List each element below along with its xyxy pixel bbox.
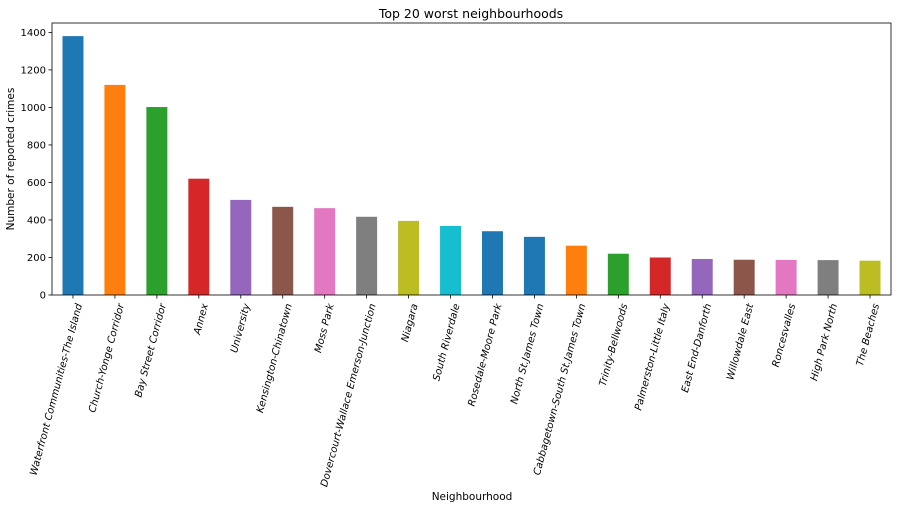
x-tick-label: Roncesvalles	[771, 303, 799, 369]
y-tick-label: 1400	[21, 28, 46, 39]
x-tick-label: Bay Street Corridor	[133, 302, 169, 399]
x-tick-label: North St.James Town	[509, 303, 546, 406]
x-tick-label: Church-Yonge Corridor	[87, 302, 127, 414]
y-tick-label: 200	[27, 253, 46, 264]
y-axis-label: Number of reported crimes	[5, 88, 17, 231]
y-tick-label: 1000	[21, 103, 46, 114]
x-tick-label: Trinity-Bellwoods	[598, 303, 631, 388]
chart-title: Top 20 worst neighbourhoods	[378, 6, 563, 21]
bar	[523, 236, 545, 295]
x-tick-label: Rosedale-Moore Park	[467, 301, 505, 407]
bar	[314, 208, 336, 295]
x-tick-label: High Park North	[809, 303, 840, 383]
x-tick-label: South Riverdale	[431, 303, 462, 383]
bar	[607, 253, 629, 295]
x-axis-label: Neighbourhood	[432, 491, 513, 503]
x-tick-label: Palmerston-Little Italy	[633, 302, 672, 412]
x-tick-label: Kensington-Chinatown	[255, 303, 295, 414]
x-tick-label: University	[229, 302, 253, 355]
bar	[356, 216, 378, 295]
y-tick-label: 400	[27, 215, 46, 226]
bar	[691, 258, 713, 295]
bar	[146, 107, 168, 295]
bar	[817, 260, 839, 295]
bar	[188, 178, 210, 295]
y-tick-label: 600	[27, 178, 46, 189]
bar	[859, 260, 881, 295]
y-tick-label: 800	[27, 140, 46, 151]
y-axis: 0 200 400 600 800 1000 1200 1400	[21, 28, 52, 302]
x-tick-label: East End-Danforth	[680, 303, 714, 394]
x-axis: Waterfront Communities-The Island Church-…	[29, 295, 882, 488]
bar	[272, 206, 294, 295]
bar	[565, 245, 587, 295]
bar	[733, 259, 755, 295]
bar	[775, 259, 797, 295]
x-tick-label: Niagara	[400, 303, 421, 344]
x-tick-label: Waterfront Communities-The Island	[29, 302, 86, 477]
plot-frame	[51, 22, 892, 296]
bar	[230, 199, 252, 295]
x-tick-label: Moss Park	[313, 301, 337, 354]
y-tick-label: 1200	[21, 65, 46, 76]
x-tick-label: Annex	[192, 303, 211, 337]
y-tick-label: 0	[40, 291, 46, 302]
bar	[649, 257, 671, 295]
bar	[398, 220, 420, 295]
bar	[62, 36, 84, 295]
bars-group	[62, 36, 881, 296]
bar	[104, 84, 126, 296]
x-tick-label: The Beaches	[855, 303, 882, 368]
x-tick-label: Willowdale East	[725, 302, 756, 382]
bar	[440, 225, 462, 295]
x-tick-label: Cabbagetown-South St.James Town	[532, 303, 588, 477]
bar	[481, 231, 503, 295]
